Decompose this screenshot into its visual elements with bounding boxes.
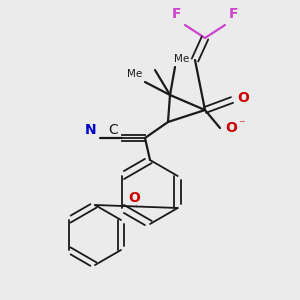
Text: Me: Me xyxy=(174,54,189,64)
Text: C: C xyxy=(108,123,118,137)
Text: O: O xyxy=(128,190,140,205)
Text: F: F xyxy=(229,7,238,21)
Text: O: O xyxy=(225,121,237,135)
Text: O: O xyxy=(237,91,249,105)
Text: ⁻: ⁻ xyxy=(238,118,244,131)
Text: F: F xyxy=(172,7,181,21)
Text: N: N xyxy=(84,123,96,137)
Text: Me: Me xyxy=(127,69,142,79)
